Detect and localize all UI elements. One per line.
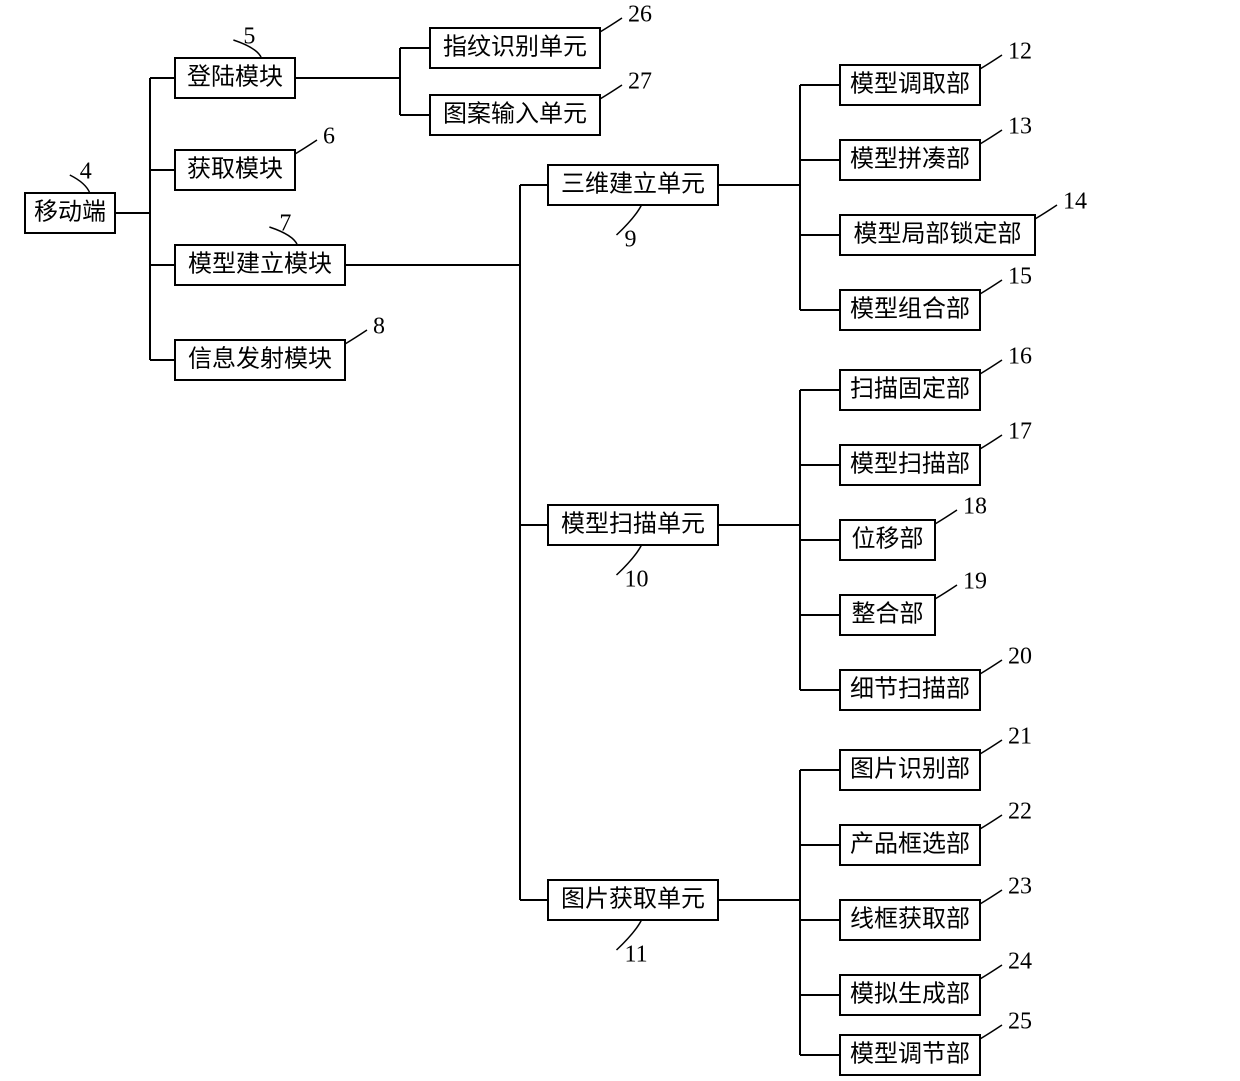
node-label: 整合部 [852,601,924,628]
node-label: 细节扫描部 [850,676,970,703]
node-label: 登陆模块 [187,64,283,91]
node-ref: 27 [628,69,652,95]
node-ref: 22 [1008,799,1032,825]
node-label: 指纹识别单元 [443,34,587,61]
node-label: 三维建立单元 [561,171,705,198]
node-ref: 23 [1008,874,1032,900]
node-ref: 21 [1008,724,1032,750]
node-ref: 8 [373,314,385,340]
node-ref: 17 [1008,419,1032,445]
node-label: 信息发射模块 [188,346,332,373]
node-label: 图案输入单元 [443,101,587,128]
node-label: 模型组合部 [850,296,970,323]
node-ref: 9 [625,227,637,253]
node-label: 模型扫描单元 [561,511,705,538]
node-ref: 25 [1008,1009,1032,1035]
node-label: 移动端 [34,199,106,226]
node-label: 位移部 [852,526,924,553]
node-ref: 26 [628,2,652,28]
node-label: 模型拼凑部 [850,146,970,173]
node-ref: 13 [1008,114,1032,140]
node-label: 模型建立模块 [188,251,332,278]
node-ref: 24 [1008,949,1032,975]
node-ref: 19 [963,569,987,595]
node-ref: 5 [243,24,255,50]
node-label: 图片获取单元 [561,886,705,913]
node-ref: 18 [963,494,987,520]
node-label: 模拟生成部 [850,981,970,1008]
node-label: 扫描固定部 [850,376,970,403]
node-label: 模型扫描部 [850,451,970,478]
node-ref: 14 [1063,189,1087,215]
node-ref: 4 [80,159,92,185]
node-ref: 10 [625,567,649,593]
tree-diagram: 移动端 4 登陆模块 5 获取模块 6 模型建立模块 7 信息发射模块 8 指纹识别单元 26 图案输入… [0,0,1240,1081]
node-ref: 12 [1008,39,1032,65]
node-ref: 6 [323,124,335,150]
node-label: 产品框选部 [850,831,970,858]
node-label: 模型调节部 [850,1041,970,1068]
node-label: 模型调取部 [850,71,970,98]
node-label: 图片识别部 [850,756,970,783]
node-ref: 7 [279,211,291,237]
node-label: 获取模块 [187,156,283,183]
node-label: 模型局部锁定部 [854,221,1022,248]
node-label: 线框获取部 [850,906,970,933]
node-ref: 15 [1008,264,1032,290]
node-ref: 20 [1008,644,1032,670]
node-ref: 11 [625,942,648,968]
node-ref: 16 [1008,344,1032,370]
